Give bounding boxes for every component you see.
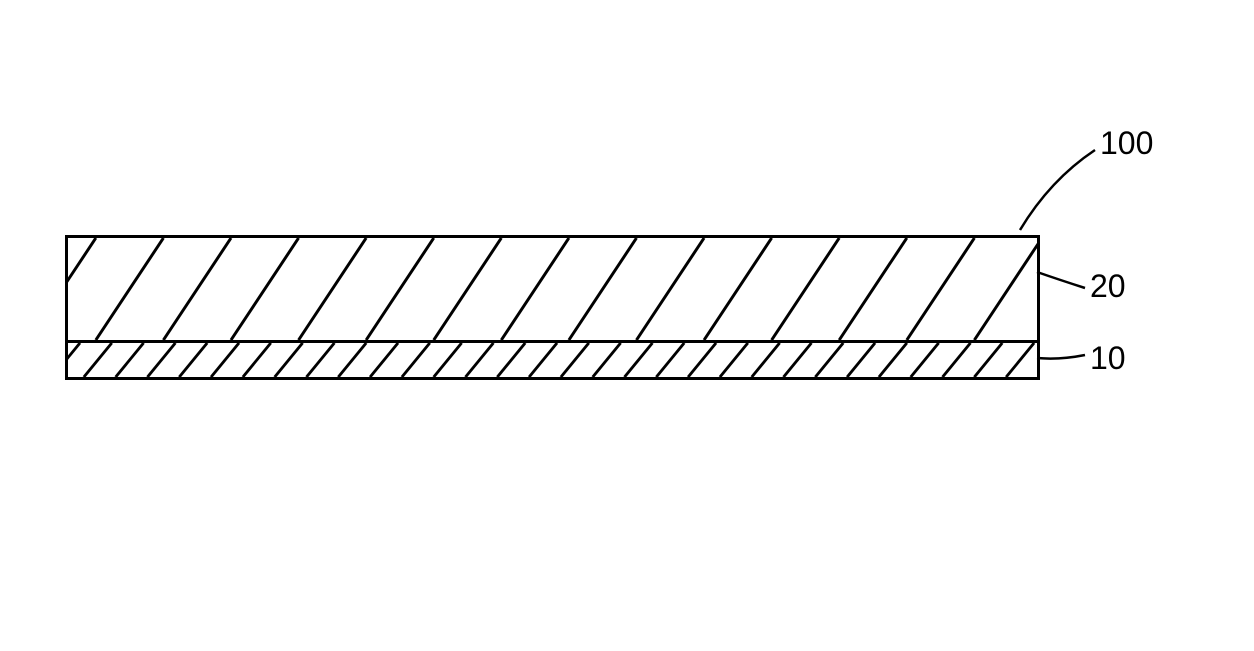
- cross-section-diagram: [65, 235, 1040, 380]
- leader-line-assembly: [1015, 135, 1105, 235]
- layer-top: [65, 235, 1040, 340]
- leader-line-bottom: [1035, 350, 1090, 365]
- label-assembly: 100: [1100, 125, 1153, 162]
- hatch-bottom: [68, 343, 1037, 377]
- label-layer-top: 20: [1090, 268, 1126, 305]
- label-layer-bottom: 10: [1090, 340, 1126, 377]
- hatch-top: [68, 238, 1037, 340]
- layer-bottom: [65, 340, 1040, 380]
- leader-line-top: [1035, 270, 1090, 295]
